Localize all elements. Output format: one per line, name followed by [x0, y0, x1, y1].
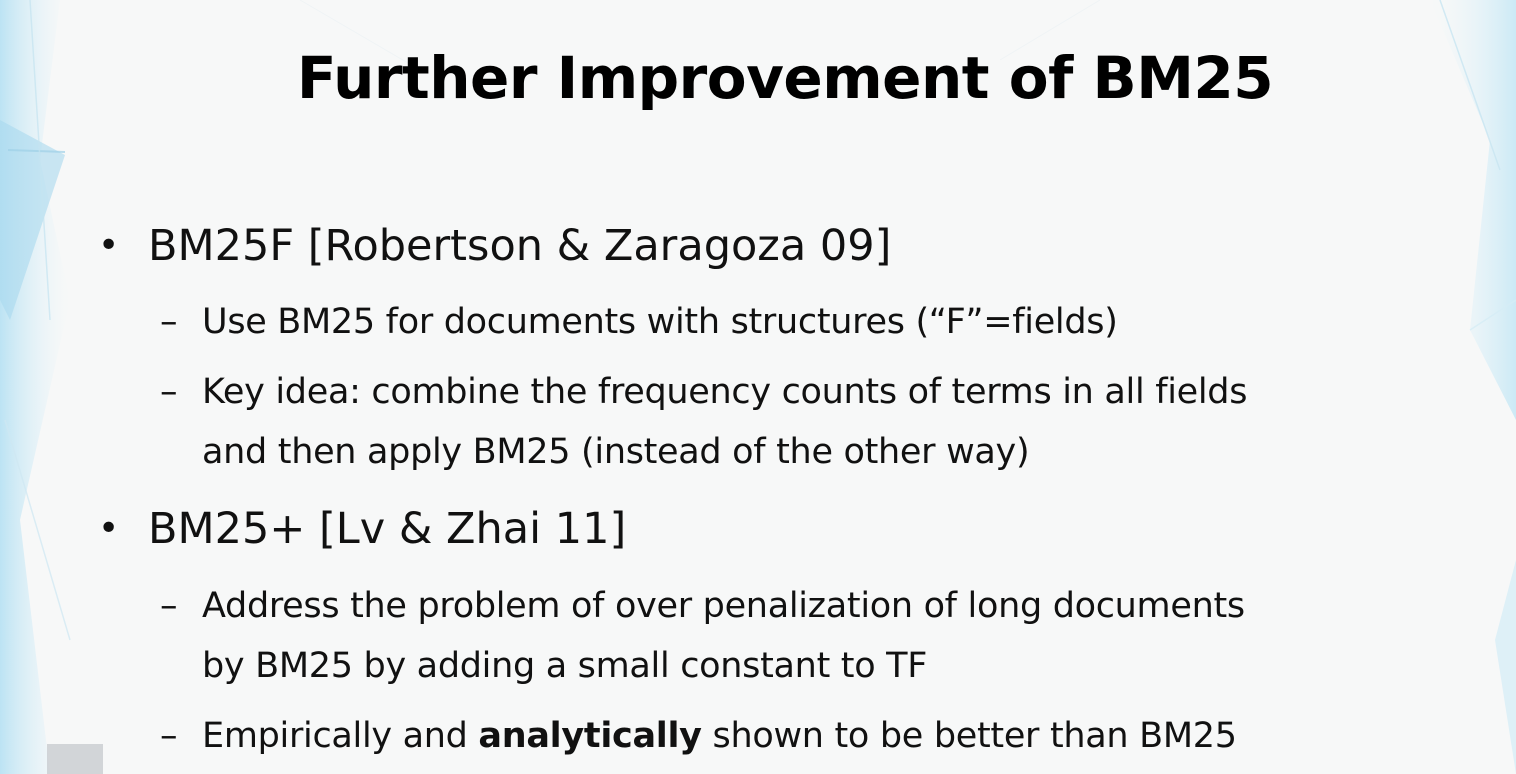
corner-thumbnail: [47, 744, 103, 774]
bullet-dot-icon: •: [98, 225, 120, 266]
sub-bullet-text-before: Empirically and: [202, 716, 479, 756]
sub-bullet-bm25f-structures: – Use BM25 for documents with structures …: [160, 292, 1118, 352]
slide-title: Further Improvement of BM25: [296, 44, 1274, 112]
sub-bullet-bm25f-key-idea: – Key idea: combine the frequency counts …: [160, 362, 1247, 482]
bullet-text: BM25F [Robertson & Zaragoza 09]: [148, 221, 892, 271]
bullet-bm25f: • BM25F [Robertson & Zaragoza 09]: [98, 220, 891, 272]
bullet-bm25plus: • BM25+ [Lv & Zhai 11]: [98, 503, 626, 555]
dash-icon: –: [160, 586, 178, 626]
sub-bullet-continuation: and then apply BM25 (instead of the othe…: [202, 432, 1030, 472]
dash-icon: –: [160, 372, 178, 412]
bullet-dot-icon: •: [98, 508, 120, 549]
sub-bullet-text: Use BM25 for documents with structures (…: [202, 302, 1118, 342]
sub-bullet-text-after: shown to be better than BM25: [701, 716, 1237, 756]
sub-bullet-bm25plus-problem: – Address the problem of over penalizatio…: [160, 576, 1245, 696]
sub-bullet-text: Key idea: combine the frequency counts o…: [202, 372, 1248, 412]
sub-bullet-text: Address the problem of over penalization…: [202, 586, 1245, 626]
dash-icon: –: [160, 302, 178, 342]
sub-bullet-continuation: by BM25 by adding a small constant to TF: [202, 646, 928, 686]
bullet-text: BM25+ [Lv & Zhai 11]: [148, 504, 627, 554]
dash-icon: –: [160, 716, 178, 756]
sub-bullet-bm25plus-better: – Empirically and analytically shown to b…: [160, 706, 1237, 766]
sub-bullet-text-bold: analytically: [478, 716, 702, 756]
